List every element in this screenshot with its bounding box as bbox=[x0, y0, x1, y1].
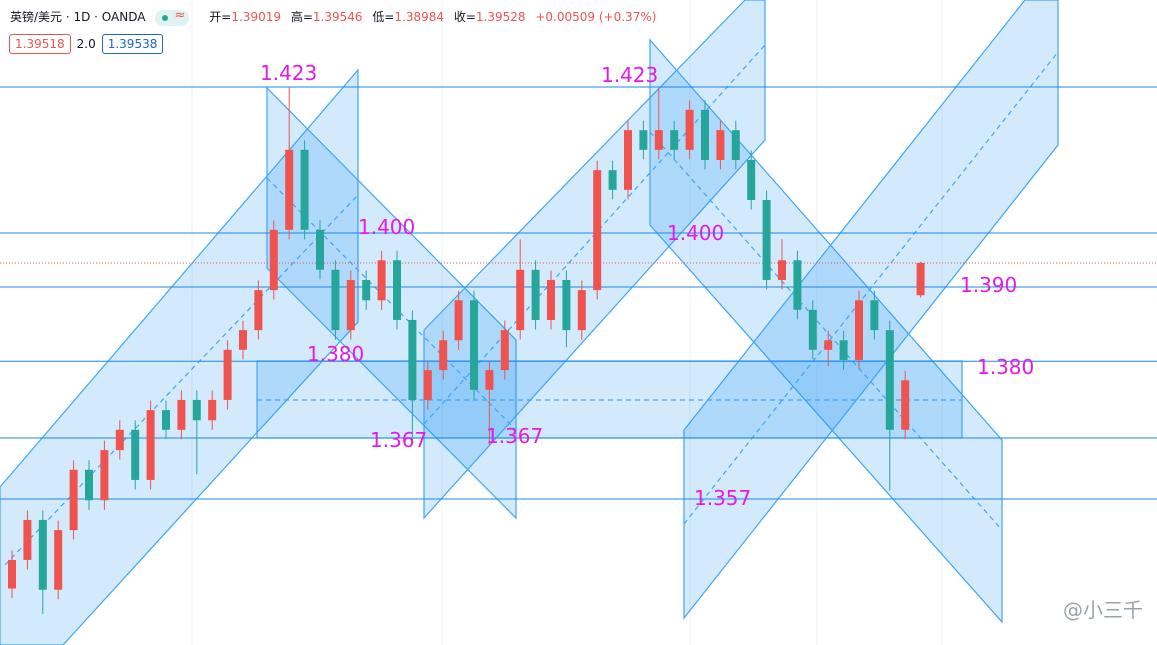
candle-body bbox=[8, 559, 16, 589]
annotation: 1.367 bbox=[486, 424, 543, 448]
buy-button[interactable]: 1.39538 bbox=[101, 34, 164, 54]
mid-line bbox=[4, 194, 359, 566]
candle-body bbox=[731, 130, 740, 160]
low-value: 1.38984 bbox=[394, 10, 445, 24]
candle-body bbox=[85, 469, 93, 501]
channel bbox=[266, 86, 517, 520]
candle-body bbox=[793, 260, 802, 310]
annotation: 1.357 bbox=[694, 486, 751, 510]
candle-body bbox=[146, 410, 155, 480]
candle-body bbox=[423, 370, 432, 400]
candle-body bbox=[531, 269, 540, 320]
candle-body bbox=[131, 429, 140, 480]
candle-body bbox=[377, 260, 386, 301]
open-value: 1.39019 bbox=[231, 10, 281, 24]
candle-body bbox=[901, 380, 910, 430]
label: 开= bbox=[209, 10, 232, 24]
candle-body bbox=[254, 290, 263, 331]
candle-body bbox=[885, 330, 894, 430]
candle-body bbox=[778, 260, 786, 280]
candle-body bbox=[393, 260, 401, 320]
candle-body bbox=[346, 279, 355, 331]
candle-body bbox=[208, 399, 217, 421]
candle-body bbox=[593, 170, 602, 291]
candle-body bbox=[300, 149, 309, 230]
annotation: 1.380 bbox=[977, 355, 1034, 379]
candle-body bbox=[239, 330, 247, 350]
high-value: 1.39546 bbox=[312, 10, 363, 24]
annotation: 1.400 bbox=[667, 221, 724, 245]
close-value: 1.39528 bbox=[475, 10, 526, 24]
candle-body bbox=[839, 340, 848, 360]
change: +0.00509 bbox=[535, 10, 596, 24]
candle-body bbox=[38, 519, 47, 590]
candle-body bbox=[670, 130, 679, 150]
annotation: 1.400 bbox=[358, 215, 415, 239]
candle-body bbox=[285, 149, 294, 230]
candle-body bbox=[808, 309, 817, 350]
change-pct: (+0.37%) bbox=[598, 10, 657, 24]
candle-body bbox=[762, 199, 771, 280]
candle-body bbox=[69, 469, 78, 531]
candle-body bbox=[316, 229, 324, 270]
label: 收= bbox=[453, 10, 476, 24]
candle-body bbox=[624, 130, 632, 190]
spread: 2.0 bbox=[76, 37, 96, 51]
candle-body bbox=[23, 519, 32, 560]
candle-body bbox=[100, 450, 109, 501]
candle-body bbox=[516, 269, 525, 331]
candle-body bbox=[562, 279, 571, 331]
label: 低= bbox=[372, 10, 395, 24]
candle-body bbox=[439, 340, 448, 371]
candle-body bbox=[855, 300, 863, 360]
candle-body bbox=[916, 262, 925, 296]
annotation: 1.390 bbox=[960, 273, 1017, 297]
annotation: 1.380 bbox=[307, 342, 364, 366]
status-badge[interactable] bbox=[155, 8, 190, 26]
candle-body bbox=[331, 269, 340, 331]
candle-body bbox=[223, 349, 232, 400]
candle-body bbox=[500, 330, 509, 371]
annotation: 1.423 bbox=[260, 61, 317, 85]
candle-body bbox=[192, 399, 201, 421]
symbol: 英镑/美元 · 1D · OANDA bbox=[10, 10, 146, 24]
candle-body bbox=[701, 109, 709, 160]
candle-body bbox=[269, 229, 278, 291]
drawings bbox=[0, 0, 1059, 645]
candle-body bbox=[408, 319, 417, 400]
candle-body bbox=[454, 300, 463, 341]
candle-body bbox=[747, 159, 756, 200]
candle-body bbox=[577, 290, 586, 331]
annotation: 1.423 bbox=[601, 63, 658, 87]
candle-body bbox=[54, 530, 63, 590]
candle-body bbox=[485, 370, 494, 390]
candle-body bbox=[716, 130, 725, 160]
candle-body bbox=[547, 279, 555, 320]
candle-body bbox=[162, 410, 170, 430]
legend-header: 英镑/美元 · 1D · OANDA 开=1.39019 高=1.39546 低… bbox=[10, 8, 656, 26]
mid-line bbox=[649, 131, 1003, 531]
candle-body bbox=[362, 279, 371, 301]
candle-body bbox=[870, 300, 879, 331]
trade-buttons: 1.39518 2.0 1.39538 bbox=[9, 34, 164, 54]
candle-body bbox=[685, 109, 694, 150]
candle-body bbox=[470, 300, 478, 390]
annotation: 1.367 bbox=[370, 428, 427, 452]
candle-body bbox=[639, 130, 648, 150]
candle-body bbox=[654, 130, 663, 150]
watermark: @小三千 bbox=[1063, 598, 1143, 622]
candle-body bbox=[608, 170, 617, 190]
candle-body bbox=[115, 429, 124, 451]
sell-button[interactable]: 1.39518 bbox=[9, 34, 71, 54]
label: 高= bbox=[290, 10, 313, 24]
candle-body bbox=[177, 399, 186, 430]
candle-body bbox=[824, 340, 833, 350]
mid-line bbox=[683, 51, 1059, 525]
